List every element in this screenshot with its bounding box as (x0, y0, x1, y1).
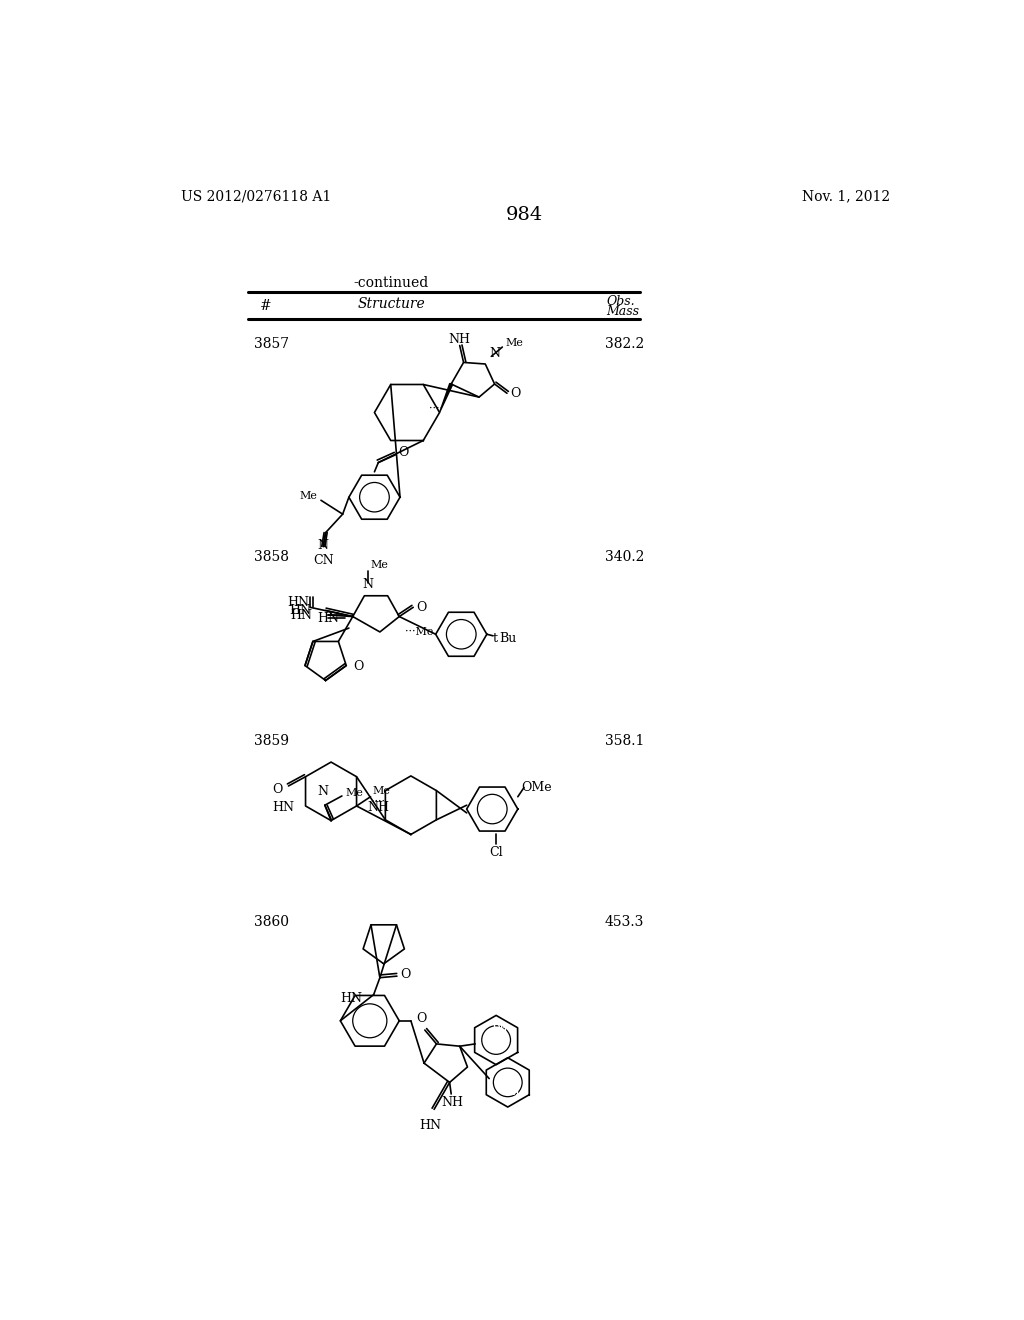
Text: N: N (317, 539, 329, 552)
Text: -continued: -continued (354, 276, 429, 290)
Text: CN: CN (313, 554, 334, 568)
Text: O: O (416, 1011, 426, 1024)
Text: 382.2: 382.2 (604, 337, 644, 351)
Text: HN: HN (340, 991, 362, 1005)
Text: 3859: 3859 (254, 734, 289, 747)
Text: HN: HN (290, 603, 311, 616)
Text: Me: Me (373, 785, 391, 796)
Text: Me: Me (345, 788, 362, 797)
Text: Bu: Bu (500, 631, 516, 644)
Text: HN: HN (288, 597, 309, 610)
Text: N: N (489, 347, 500, 360)
Text: imine: imine (279, 589, 306, 598)
Text: Structure: Structure (357, 297, 425, 312)
Text: Nov. 1, 2012: Nov. 1, 2012 (802, 189, 891, 203)
Text: #: # (260, 300, 271, 313)
Text: Ph: Ph (504, 1085, 520, 1098)
Text: O: O (398, 446, 409, 459)
Text: O: O (353, 660, 364, 673)
Text: O: O (272, 783, 283, 796)
Text: HN: HN (272, 801, 295, 814)
Text: ····: ···· (429, 404, 442, 413)
Text: OMe: OMe (521, 781, 552, 795)
Text: 3860: 3860 (254, 915, 289, 928)
Text: ···Me: ···Me (406, 627, 434, 638)
Text: 984: 984 (506, 206, 544, 224)
Text: N: N (317, 785, 329, 799)
Text: NH: NH (449, 333, 471, 346)
Text: Obs.: Obs. (606, 296, 635, 309)
Text: NH: NH (441, 1096, 463, 1109)
Text: HN: HN (291, 609, 312, 622)
Text: HN: HN (419, 1118, 441, 1131)
Text: 3857: 3857 (254, 337, 289, 351)
Text: NH: NH (368, 801, 389, 814)
Text: Me: Me (371, 560, 388, 570)
Text: Ph: Ph (492, 1024, 508, 1038)
Text: HN: HN (316, 612, 339, 626)
Text: imine: imine (276, 618, 304, 627)
Text: US 2012/0276118 A1: US 2012/0276118 A1 (180, 189, 331, 203)
Text: 453.3: 453.3 (604, 915, 644, 928)
Text: O: O (510, 387, 520, 400)
Text: t: t (493, 631, 498, 644)
Text: 3858: 3858 (254, 550, 289, 565)
Text: Me: Me (299, 491, 317, 500)
Text: 358.1: 358.1 (604, 734, 644, 747)
Text: o: o (521, 787, 529, 800)
Polygon shape (439, 383, 453, 412)
Text: ····: ···· (371, 797, 384, 807)
Text: O: O (417, 601, 427, 614)
Text: Mass: Mass (606, 305, 639, 318)
Text: N: N (362, 578, 374, 591)
Text: 340.2: 340.2 (604, 550, 644, 565)
Text: Cl: Cl (489, 846, 503, 859)
Text: Me: Me (506, 338, 523, 348)
Text: O: O (400, 968, 411, 981)
